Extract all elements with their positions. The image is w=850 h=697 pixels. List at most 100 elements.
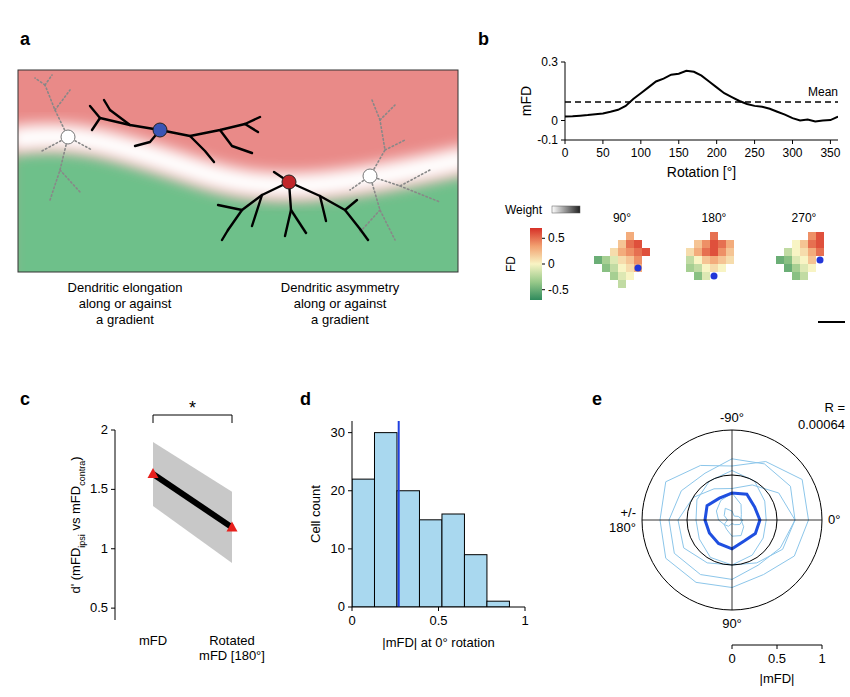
dendrite <box>400 186 440 202</box>
tick-label: 200 <box>707 146 727 160</box>
tick-label: 0 <box>548 257 555 271</box>
median-line <box>398 421 400 607</box>
soma <box>153 123 167 137</box>
tick-label: 0 <box>338 599 345 614</box>
gradient-scene <box>18 70 458 272</box>
tick-label: 30 <box>331 425 345 440</box>
tick-label: 0.5 <box>90 600 108 615</box>
cell <box>702 248 710 256</box>
colorbar-tick <box>542 264 545 265</box>
cell <box>800 264 808 272</box>
cell <box>808 248 816 256</box>
tick-label: 0.5 <box>548 231 565 245</box>
neuron <box>35 75 92 200</box>
cell <box>694 264 702 272</box>
soma <box>363 169 377 183</box>
tick-label: -0.5 <box>548 283 569 297</box>
cell <box>784 264 792 272</box>
cell <box>618 240 626 248</box>
label-line: mFD [180°] <box>199 648 265 663</box>
label-line: 180° <box>609 520 636 535</box>
tick-label: 300 <box>782 146 802 160</box>
cell <box>634 256 642 264</box>
bar <box>487 601 509 607</box>
cell <box>594 256 602 264</box>
dendrite <box>370 120 385 176</box>
bar <box>374 433 396 607</box>
cell <box>634 264 642 272</box>
line <box>153 474 232 527</box>
cell <box>634 248 642 256</box>
dendrite <box>55 90 70 110</box>
dendrite <box>360 210 380 232</box>
cell <box>694 272 702 280</box>
caption: a gradient <box>311 312 369 327</box>
dendrite <box>228 182 289 230</box>
angle-label: -90° <box>720 410 744 425</box>
tick-label: 100 <box>631 146 651 160</box>
x-tick <box>716 140 717 144</box>
x-tick <box>602 140 603 144</box>
angle-label: +/-180° <box>609 505 636 535</box>
dendrite <box>104 100 110 110</box>
x-tick <box>352 607 353 611</box>
axis-title-part: vs mFD <box>68 486 83 534</box>
panel-letter: d <box>300 389 311 409</box>
caption: Dendritic asymmetry <box>281 280 400 295</box>
polar-axis <box>732 430 733 610</box>
cell <box>686 264 694 272</box>
category-label: mFD <box>139 633 167 648</box>
dendrite <box>50 137 68 200</box>
cell <box>808 240 816 248</box>
cell <box>808 256 816 264</box>
cell-trace <box>678 485 795 565</box>
angle-label: 90° <box>722 616 742 631</box>
x-tick <box>830 140 831 144</box>
dendrite <box>385 140 405 150</box>
cell <box>642 248 650 256</box>
r-tick <box>777 645 778 649</box>
tick-label: 0 <box>551 114 558 128</box>
x-tick <box>525 607 526 611</box>
axis-title-part: d' (mFD <box>68 548 83 594</box>
label-line: +/- <box>620 505 636 520</box>
cell <box>776 256 784 264</box>
cell <box>710 248 718 256</box>
y-tick <box>561 140 565 141</box>
dendrite <box>370 176 395 240</box>
cell <box>816 232 824 240</box>
plot-area <box>565 71 838 122</box>
dendrite <box>90 106 100 118</box>
axis-title: |mFD| at 0° rotation <box>382 635 494 650</box>
y-tick <box>348 607 352 608</box>
cell <box>726 256 734 264</box>
cell <box>610 264 618 272</box>
x-tick <box>438 607 439 611</box>
stat-label: R = <box>824 400 845 415</box>
tick-label: -0.1 <box>537 133 558 147</box>
line <box>565 71 838 122</box>
cell <box>610 248 618 256</box>
tick-label: 10 <box>331 541 345 556</box>
cell <box>626 240 634 248</box>
tick-label: 0.5 <box>429 613 447 628</box>
mean-label: Mean <box>808 85 838 99</box>
mean-line <box>565 101 838 103</box>
marker <box>148 468 159 478</box>
x-tick <box>754 140 755 144</box>
plot-area <box>352 421 509 607</box>
dendrite <box>222 230 228 240</box>
cell <box>686 248 694 256</box>
dendrite <box>60 170 80 192</box>
marker <box>227 521 238 531</box>
bar <box>464 555 486 607</box>
tick-label: 1.5 <box>90 481 108 496</box>
axis-title: |mFD| <box>760 671 795 686</box>
y-tick <box>111 548 115 549</box>
cell <box>710 240 718 248</box>
tick-label: 0.3 <box>541 55 558 69</box>
cell <box>710 256 718 264</box>
tick-label: 350 <box>820 146 840 160</box>
cell <box>618 280 626 288</box>
angle-label: 0° <box>828 512 840 527</box>
